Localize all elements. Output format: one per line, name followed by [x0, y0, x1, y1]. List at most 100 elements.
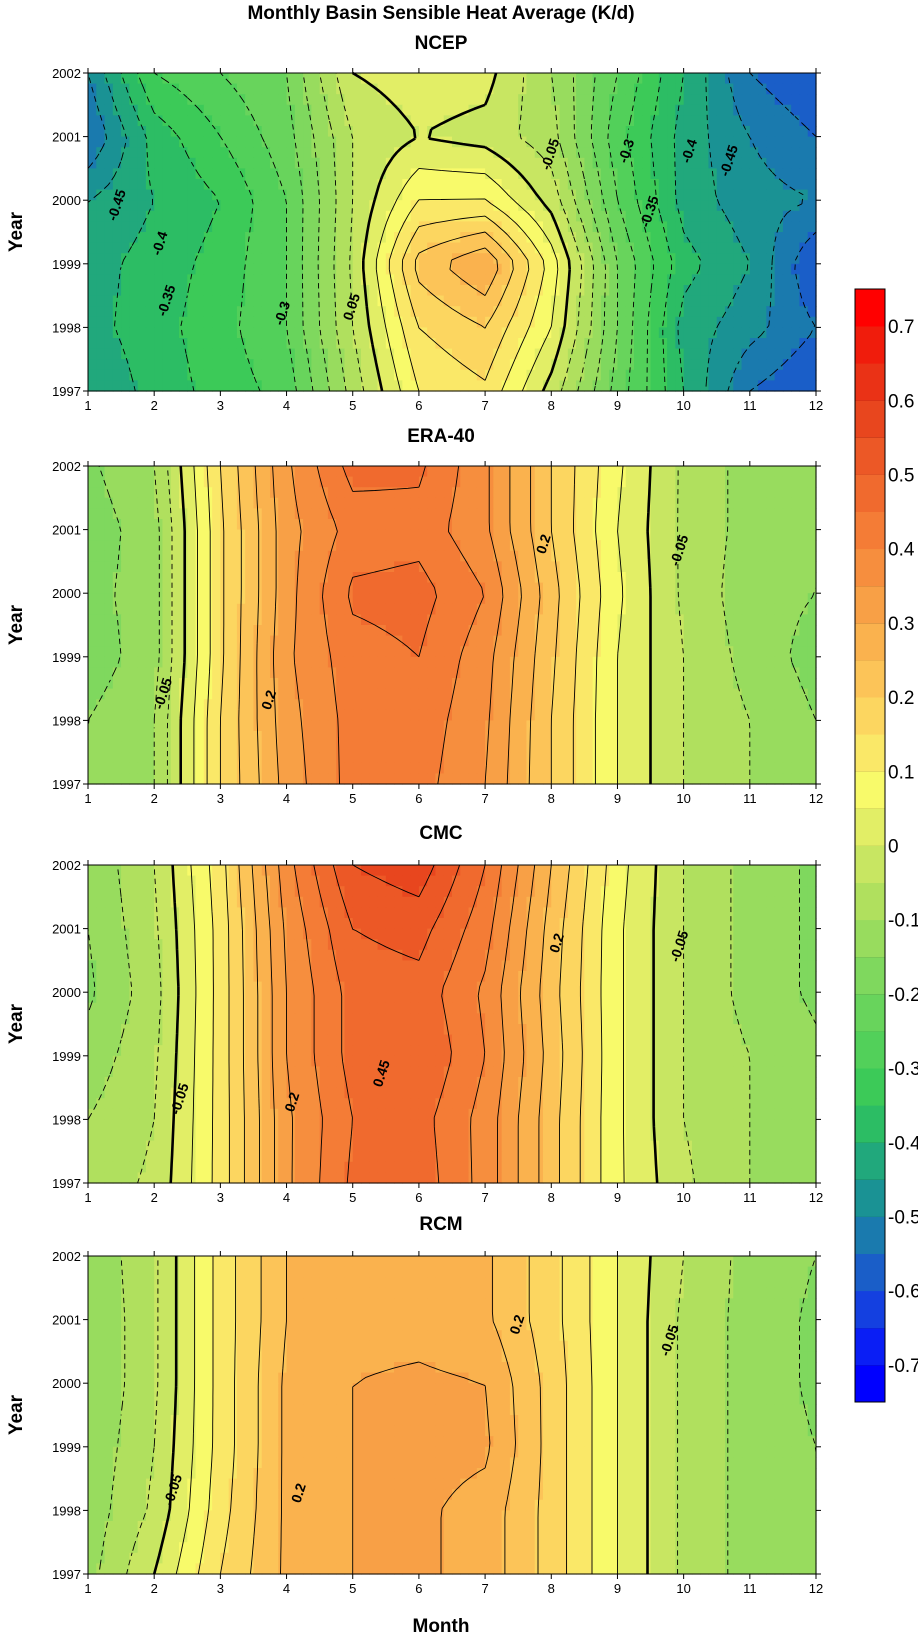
field-cell	[319, 348, 329, 360]
field-cell	[129, 242, 139, 254]
field-cell	[501, 550, 511, 562]
field-cell	[311, 593, 321, 605]
field-cell	[170, 699, 180, 711]
field-cell	[551, 348, 561, 360]
field-cell	[625, 720, 635, 732]
field-cell	[319, 242, 329, 254]
field-cell	[179, 359, 188, 371]
field-cell	[766, 593, 776, 605]
field-cell	[311, 316, 321, 328]
field-cell	[385, 210, 395, 222]
field-cell	[369, 625, 379, 637]
field-cell	[576, 338, 585, 350]
field-cell	[112, 232, 122, 244]
field-cell	[559, 210, 569, 222]
field-cell	[344, 359, 354, 371]
field-cell	[212, 625, 221, 637]
field-cell	[534, 210, 544, 222]
field-cell	[228, 487, 238, 499]
field-cell	[88, 168, 97, 180]
field-cell	[112, 593, 122, 605]
field-cell	[493, 104, 503, 116]
field-cell	[766, 688, 776, 700]
field-cell	[741, 497, 751, 509]
field-cell	[551, 73, 561, 85]
field-cell	[559, 476, 569, 488]
field-cell	[452, 466, 461, 478]
field-cell	[543, 274, 552, 286]
field-cell	[319, 359, 329, 371]
field-cell	[733, 221, 743, 233]
field-cell	[642, 720, 652, 732]
field-cell	[179, 253, 188, 265]
field-cell	[418, 263, 428, 275]
field-cell	[361, 656, 370, 668]
field-cell	[418, 688, 428, 700]
field-cell	[609, 200, 619, 212]
field-cell	[245, 316, 255, 328]
field-cell	[145, 688, 155, 700]
field-cell	[270, 115, 279, 127]
field-cell	[427, 656, 437, 668]
field-cell	[782, 94, 792, 106]
field-cell	[460, 94, 470, 106]
field-cell	[667, 614, 676, 626]
field-cell	[369, 466, 379, 478]
field-cell	[766, 179, 776, 191]
field-cell	[468, 369, 478, 381]
field-cell	[402, 83, 412, 95]
field-cell	[584, 94, 594, 106]
field-cell	[691, 126, 701, 138]
field-cell	[476, 561, 486, 573]
field-cell	[807, 369, 817, 381]
field-cell	[733, 168, 743, 180]
field-cell	[154, 327, 164, 339]
field-cell	[725, 646, 734, 658]
field-cell	[642, 316, 652, 328]
field-cell	[708, 253, 718, 265]
field-cell	[617, 369, 627, 381]
field-cell	[427, 232, 437, 244]
field-cell	[691, 582, 701, 594]
field-cell	[708, 688, 718, 700]
field-cell	[137, 200, 147, 212]
field-cell	[261, 189, 271, 201]
field-cell	[617, 83, 627, 95]
field-cell	[195, 306, 205, 318]
field-cell	[766, 508, 776, 520]
field-cell	[476, 614, 486, 626]
field-cell	[212, 147, 221, 159]
field-cell	[617, 348, 627, 360]
field-cell	[187, 348, 197, 360]
field-cell	[600, 540, 610, 552]
field-cell	[452, 550, 461, 562]
field-cell	[782, 646, 792, 658]
field-cell	[600, 656, 610, 668]
field-cell	[567, 582, 577, 594]
field-cell	[96, 115, 106, 127]
contour-line	[319, 72, 595, 392]
field-cell	[708, 147, 718, 159]
field-cell	[220, 603, 230, 615]
field-cell	[485, 295, 494, 307]
field-cell	[435, 73, 445, 85]
field-cell	[625, 136, 635, 148]
field-cell	[435, 306, 445, 318]
field-cell	[303, 508, 312, 520]
field-cell	[187, 221, 197, 233]
field-cell	[261, 348, 271, 360]
contour-line	[302, 72, 606, 392]
field-cell	[443, 338, 453, 350]
field-cell	[791, 253, 801, 265]
field-cell	[691, 210, 701, 222]
field-cell	[774, 274, 784, 286]
field-cell	[782, 147, 792, 159]
field-cell	[460, 720, 470, 732]
field-cell	[443, 380, 453, 392]
field-cell	[584, 380, 594, 392]
field-cell	[278, 731, 288, 743]
field-cell	[112, 316, 122, 328]
field-cell	[361, 136, 370, 148]
field-cell	[700, 519, 710, 531]
field-cell	[435, 540, 445, 552]
